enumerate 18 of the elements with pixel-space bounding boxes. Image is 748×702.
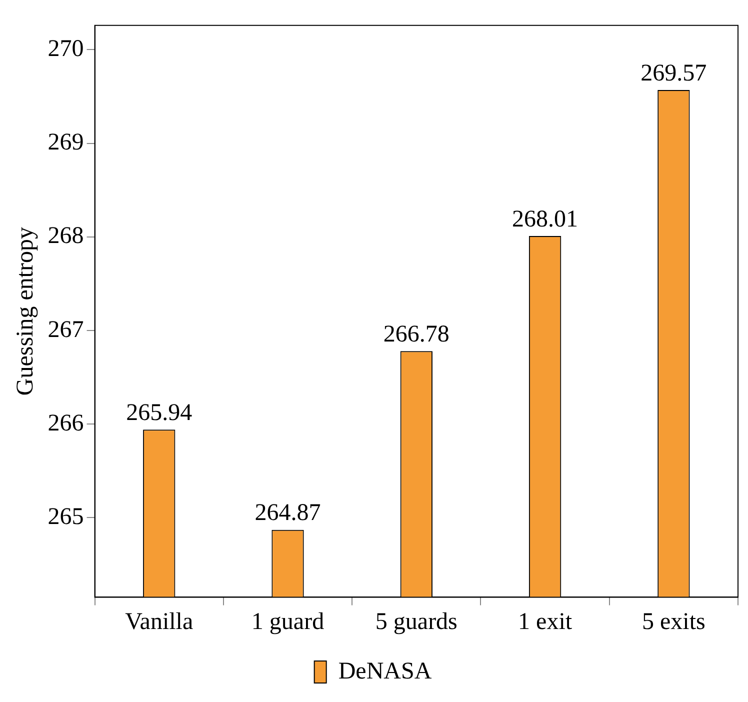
x-tick-label: Vanilla (125, 608, 194, 635)
x-tick-label: 1 guard (251, 608, 324, 635)
y-axis-title: Guessing entropy (12, 226, 39, 396)
legend-label: DeNASA (338, 658, 432, 684)
y-tick-label: 270 (48, 36, 84, 62)
x-tick-label: 5 exits (642, 608, 706, 635)
x-tick-label: 1 exit (518, 608, 572, 635)
y-tick-label: 268 (48, 223, 84, 250)
y-tick-label: 269 (48, 130, 84, 156)
data-label: 264.87 (254, 500, 321, 526)
data-label: 265.94 (126, 400, 192, 426)
data-label: 269.57 (640, 60, 707, 86)
data-label: 268.01 (512, 206, 578, 232)
data-label: 266.78 (383, 321, 450, 348)
x-tick-label: 5 guards (375, 608, 458, 635)
y-tick-label: 265 (48, 504, 84, 530)
y-tick-label: 267 (48, 316, 84, 343)
y-tick-label: 266 (48, 410, 84, 436)
